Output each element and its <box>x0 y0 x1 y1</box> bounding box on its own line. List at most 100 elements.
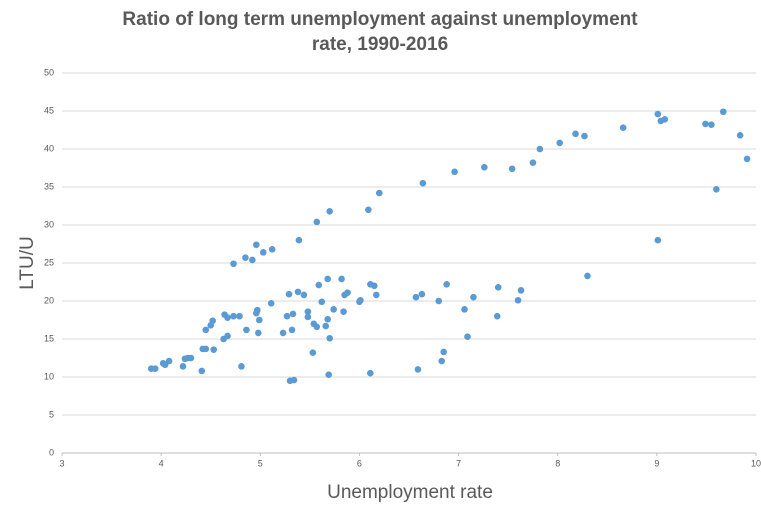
x-tick-label: 3 <box>59 458 64 468</box>
point <box>367 369 374 377</box>
point <box>179 363 187 370</box>
point <box>719 108 727 116</box>
point <box>494 284 502 291</box>
point <box>414 366 422 373</box>
point <box>236 312 243 320</box>
point <box>461 306 468 313</box>
point <box>508 165 516 173</box>
point <box>283 312 291 320</box>
y-tick-label: 35 <box>44 181 54 191</box>
y-tick-label: 15 <box>44 333 54 343</box>
point <box>584 272 591 280</box>
y-tick-label: 45 <box>44 105 54 115</box>
point <box>619 124 627 132</box>
point <box>289 310 297 318</box>
y-tick-label: 0 <box>49 447 54 457</box>
point <box>325 371 332 379</box>
point <box>326 208 333 215</box>
y-tick-label: 10 <box>44 371 54 381</box>
point <box>493 312 501 320</box>
point <box>288 326 296 334</box>
point <box>324 315 332 323</box>
point <box>365 206 372 214</box>
point <box>556 139 563 147</box>
point <box>470 293 477 301</box>
chart-title: Ratio of long term unemployment against … <box>122 9 638 55</box>
point <box>736 132 744 139</box>
point <box>300 291 308 299</box>
point <box>372 291 380 299</box>
point <box>304 308 312 315</box>
point <box>419 179 427 187</box>
point <box>438 357 446 365</box>
point <box>344 289 351 296</box>
point <box>255 329 262 337</box>
y-tick-label: 40 <box>44 143 54 153</box>
point <box>324 275 332 283</box>
point <box>202 326 210 334</box>
point <box>267 299 275 307</box>
point <box>536 145 544 153</box>
point <box>713 185 720 193</box>
point <box>279 329 287 337</box>
point <box>572 130 579 138</box>
point <box>654 110 662 118</box>
point <box>151 365 159 372</box>
point <box>464 333 471 341</box>
point <box>330 306 337 313</box>
y-tick-label: 20 <box>44 295 54 305</box>
point <box>451 168 458 176</box>
point <box>230 260 237 268</box>
point <box>295 236 303 244</box>
point <box>340 308 347 315</box>
point <box>357 296 364 304</box>
point <box>202 345 210 353</box>
x-tick-label: 9 <box>654 458 659 468</box>
y-tick-label: 50 <box>44 67 54 77</box>
point <box>249 256 256 264</box>
point <box>254 306 261 314</box>
point <box>315 281 323 289</box>
point <box>313 218 321 226</box>
point <box>313 323 321 331</box>
point <box>517 287 525 294</box>
y-axis-label: LTU/U <box>17 236 38 289</box>
point <box>581 132 588 140</box>
point <box>435 297 443 305</box>
point <box>654 236 662 244</box>
point <box>326 334 333 342</box>
point <box>318 298 326 306</box>
point <box>514 296 522 304</box>
point <box>702 120 709 128</box>
y-tick-label: 30 <box>44 219 54 229</box>
x-tick-label: 5 <box>258 458 263 468</box>
point <box>165 357 173 365</box>
point <box>418 290 426 298</box>
y-tick-label: 25 <box>44 257 54 267</box>
x-tick-label: 6 <box>357 458 362 468</box>
x-tick-label: 8 <box>555 458 560 468</box>
x-axis-label: Unemployment rate <box>327 482 493 503</box>
point <box>290 376 298 384</box>
point <box>322 322 330 330</box>
point <box>268 246 276 253</box>
point <box>230 312 237 320</box>
point <box>224 314 231 322</box>
point <box>242 254 249 261</box>
x-tick-label: 4 <box>159 458 164 468</box>
point <box>243 326 250 334</box>
point <box>708 121 715 128</box>
point <box>224 332 231 340</box>
point <box>338 275 345 283</box>
point <box>209 317 216 325</box>
point <box>238 363 245 370</box>
point <box>210 346 217 353</box>
point <box>294 288 302 296</box>
point <box>371 282 378 290</box>
point <box>285 290 293 298</box>
point <box>412 293 420 301</box>
x-tick-label: 10 <box>751 458 761 468</box>
point <box>304 313 312 321</box>
point <box>743 155 751 163</box>
